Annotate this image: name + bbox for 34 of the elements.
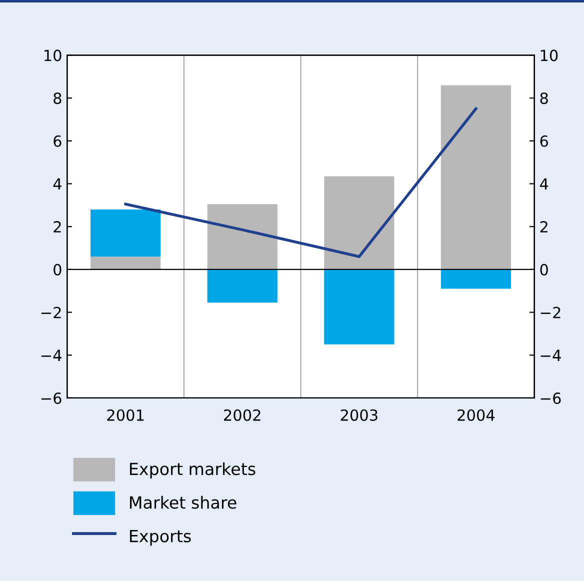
legend-label: Exports <box>130 530 191 546</box>
y-tick-label: 10 <box>44 50 62 62</box>
legend-label: Market share <box>130 496 236 509</box>
y-tick-label: 8 <box>54 92 62 104</box>
y-tick-label: −2 <box>41 306 61 318</box>
bar <box>440 269 511 289</box>
bar <box>324 269 394 344</box>
y-tick-label: 6 <box>54 135 62 147</box>
bar <box>440 85 511 270</box>
bar <box>90 256 161 270</box>
y2-tick-label: −6 <box>540 392 561 404</box>
y-tick-label: −6 <box>41 392 62 404</box>
bar <box>90 209 161 257</box>
y-tick-label: −4 <box>41 350 62 361</box>
y-tick-label: 4 <box>53 178 62 190</box>
bar <box>324 176 394 270</box>
y2-tick-label: 2 <box>540 221 548 232</box>
x-tick-label: 2003 <box>340 409 378 421</box>
bar <box>207 269 278 303</box>
y2-tick-label: 4 <box>540 178 548 190</box>
legend-label: Export markets <box>130 462 256 478</box>
y2-tick-label: 0 <box>540 264 548 276</box>
x-tick-label: 2004 <box>458 409 495 421</box>
bar <box>207 204 278 270</box>
y2-tick-label: −4 <box>540 350 561 361</box>
y-tick-label: 2 <box>54 221 61 232</box>
y2-tick-label: 8 <box>540 92 548 104</box>
line-series <box>124 107 478 258</box>
y-tick-label: 0 <box>54 264 62 276</box>
y2-tick-label: −2 <box>540 306 560 318</box>
y2-tick-label: 6 <box>540 135 548 147</box>
x-tick-label: 2002 <box>224 409 260 421</box>
x-tick-label: 2001 <box>107 409 144 421</box>
y2-tick-label: 10 <box>540 50 558 62</box>
